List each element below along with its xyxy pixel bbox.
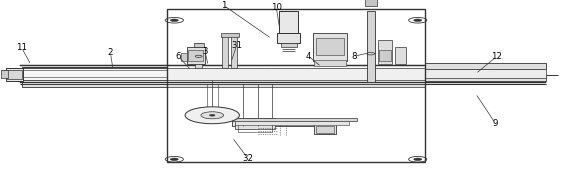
Text: 8: 8 [351, 52, 357, 61]
Bar [314, 60, 346, 66]
Bar [395, 47, 406, 64]
Bar [20, 82, 546, 83]
Bar [378, 40, 392, 64]
Bar [314, 121, 336, 134]
Bar [235, 118, 275, 129]
Bar [20, 65, 546, 66]
Bar [232, 118, 357, 121]
Bar [6, 68, 23, 81]
Bar [279, 11, 298, 33]
Text: 10: 10 [271, 2, 282, 12]
Bar [277, 33, 300, 43]
Bar [379, 50, 391, 61]
Text: 12: 12 [491, 52, 503, 61]
Bar [22, 84, 167, 87]
Bar [22, 68, 167, 80]
Bar [281, 43, 297, 47]
Bar [194, 43, 204, 50]
Bar [424, 69, 546, 78]
Bar [22, 67, 167, 84]
Circle shape [170, 158, 178, 161]
Bar [232, 120, 323, 126]
Bar [367, 11, 375, 82]
Bar [424, 76, 546, 81]
Bar [167, 68, 424, 80]
Circle shape [170, 19, 178, 21]
Bar [188, 50, 203, 61]
Bar [221, 33, 239, 37]
Bar [181, 53, 187, 61]
Bar [231, 36, 237, 68]
Bar [187, 47, 205, 64]
Text: 9: 9 [492, 119, 498, 128]
Text: 11: 11 [16, 43, 27, 52]
Bar [222, 36, 228, 68]
Text: 3: 3 [202, 46, 208, 56]
Text: 6: 6 [175, 52, 181, 61]
Circle shape [414, 19, 422, 21]
Bar [316, 38, 344, 55]
Bar [1, 70, 8, 78]
Bar [313, 33, 347, 61]
Circle shape [201, 112, 224, 119]
Bar [424, 68, 544, 80]
Bar [235, 121, 349, 125]
Text: 4: 4 [306, 52, 311, 61]
Bar [195, 43, 202, 68]
Circle shape [209, 114, 215, 116]
Text: 2: 2 [108, 48, 113, 57]
Bar [7, 70, 22, 79]
Circle shape [414, 158, 422, 161]
Circle shape [185, 107, 239, 124]
Text: 1: 1 [221, 1, 226, 10]
Bar [167, 84, 424, 87]
Bar [365, 0, 377, 6]
Bar [238, 119, 272, 132]
Bar [167, 9, 424, 162]
Bar [316, 126, 334, 133]
Bar [424, 63, 546, 69]
Text: 31: 31 [231, 41, 242, 50]
Text: 32: 32 [242, 154, 254, 163]
